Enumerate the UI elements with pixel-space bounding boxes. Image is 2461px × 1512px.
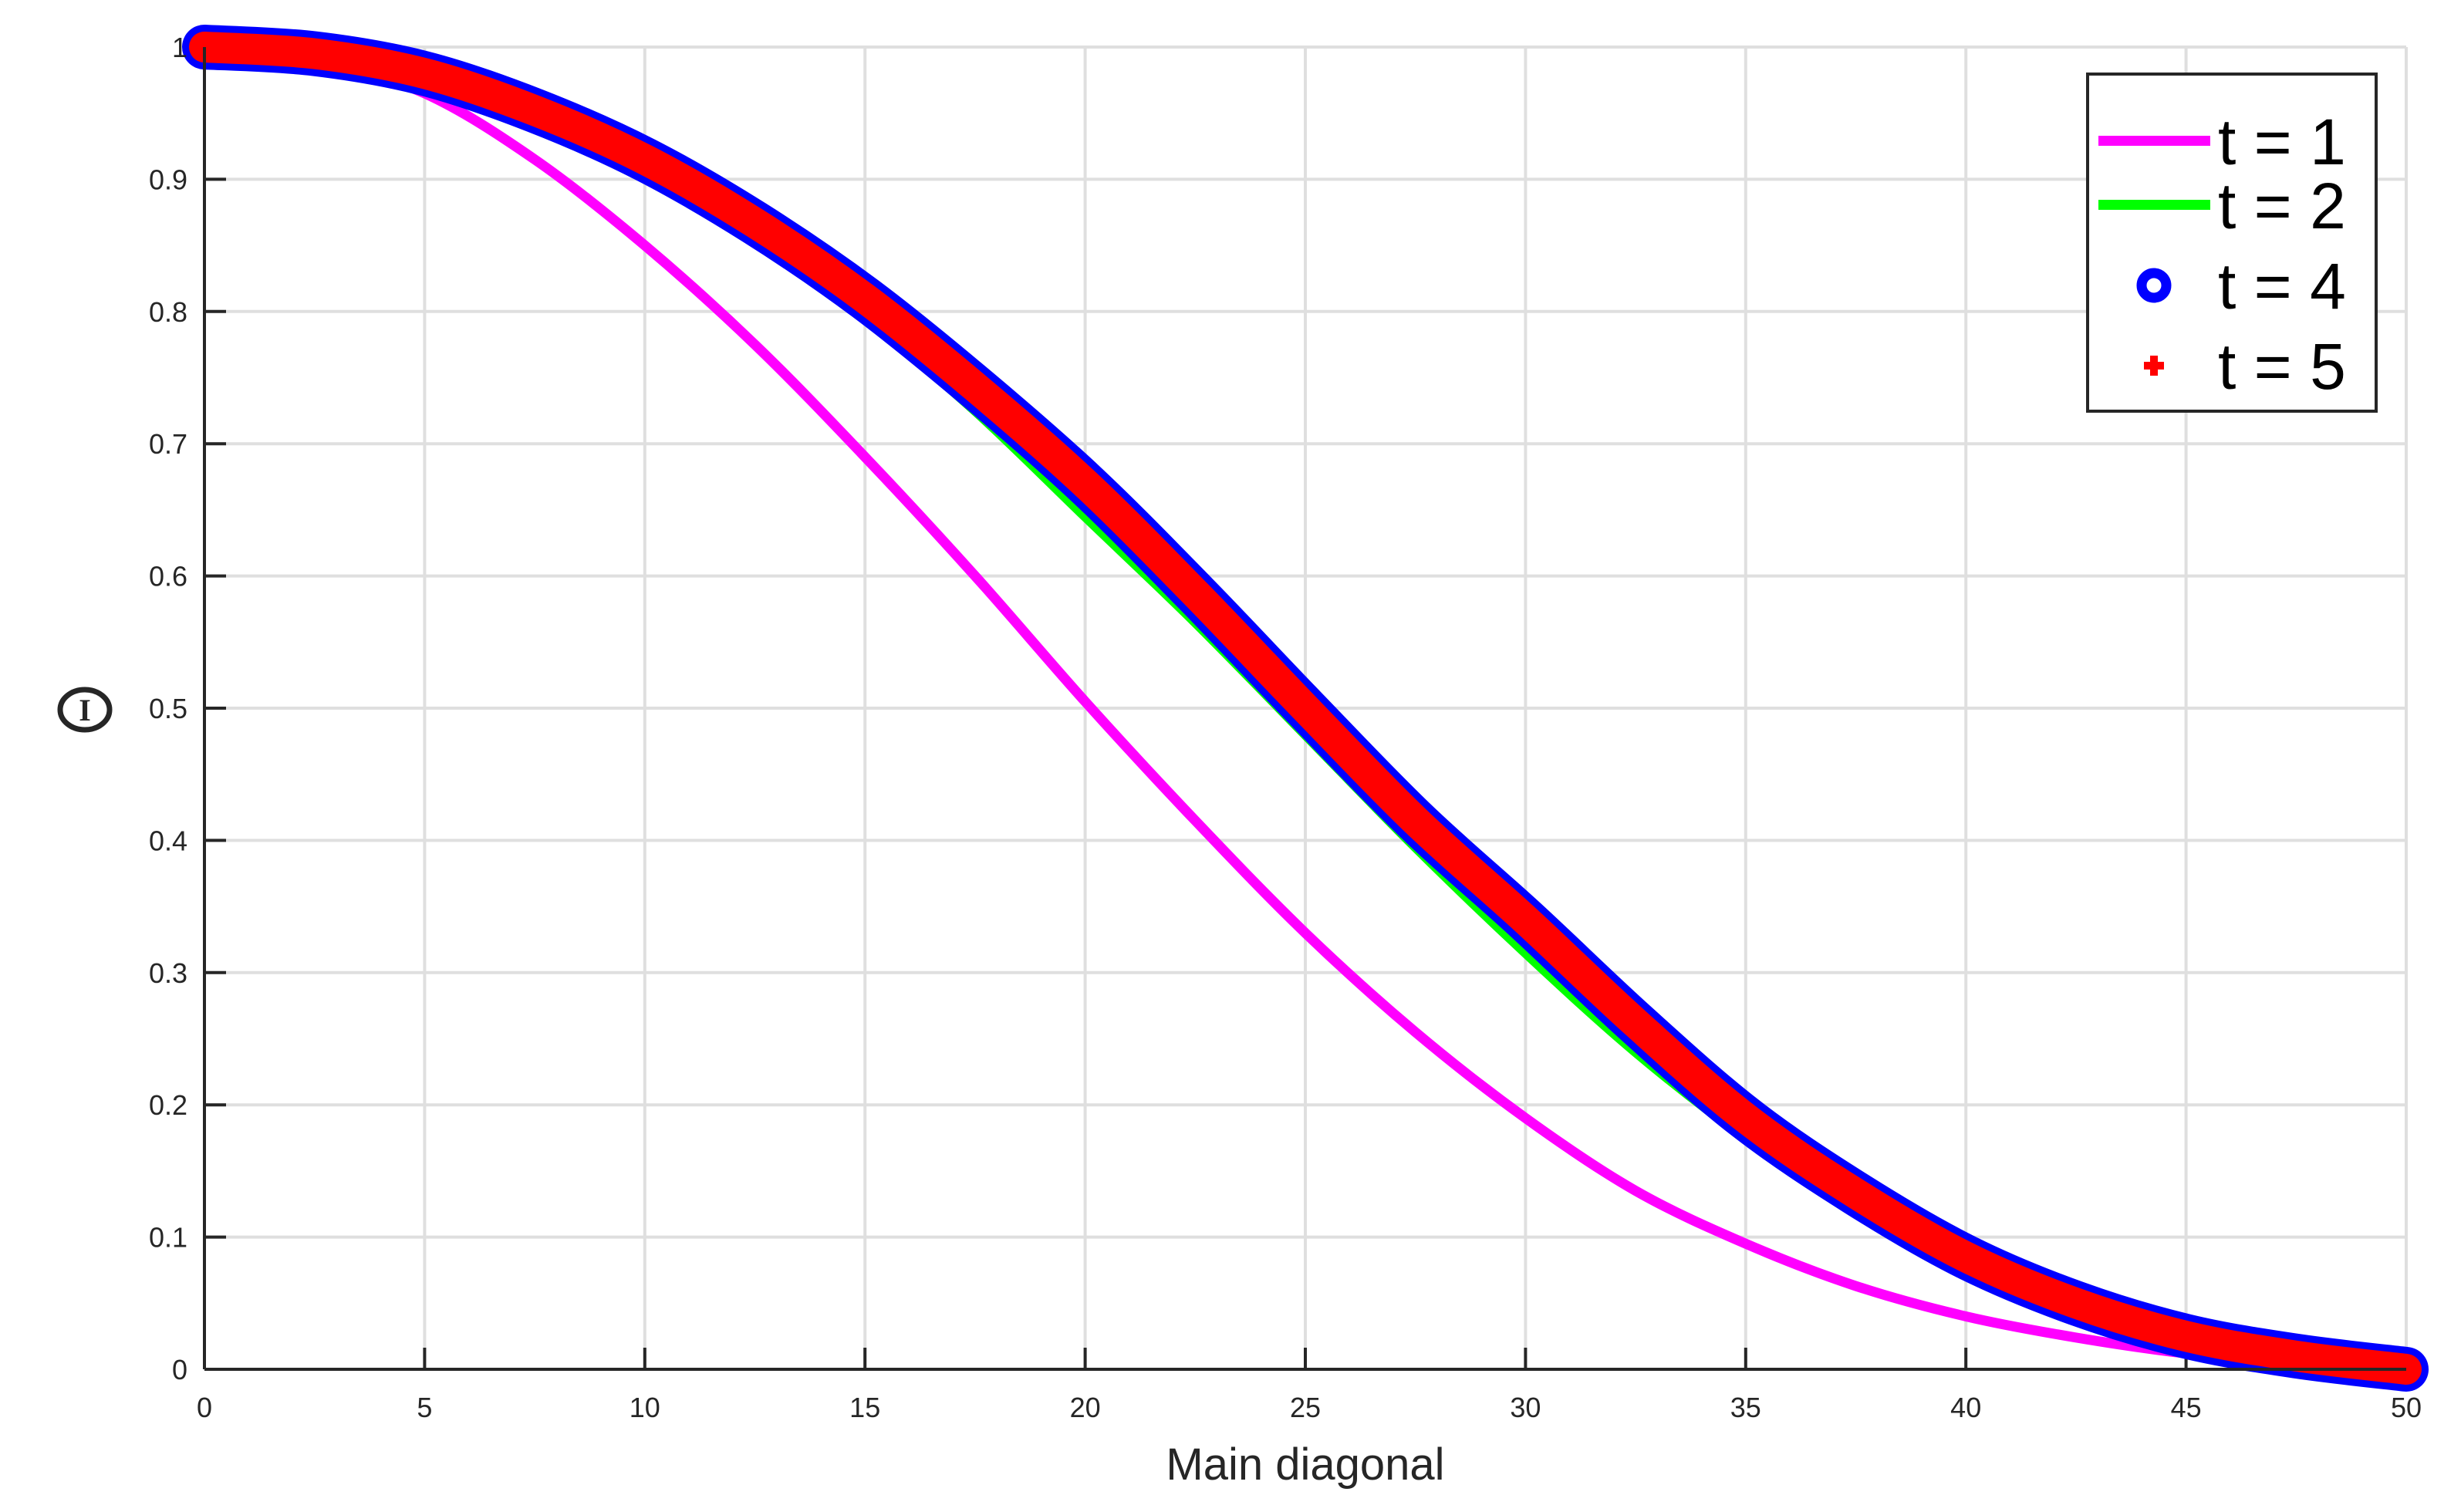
y-tick-label: 0.8	[149, 296, 187, 328]
series-t1-line	[204, 42, 2407, 1375]
x-tick-label: 20	[1070, 1392, 1101, 1423]
y-axis-title: I	[57, 687, 113, 733]
x-tick-label: 0	[197, 1392, 212, 1423]
x-tick-label: 15	[849, 1392, 880, 1423]
legend-label: t = 1	[2218, 106, 2346, 178]
x-tick-label: 35	[1730, 1392, 1761, 1423]
legend: t = 1t = 2 t = 4 t = 5	[2086, 73, 2378, 413]
x-tick-labels: 0 5 10 15 20 25 30 35 40 45 50	[197, 1392, 2422, 1423]
legend-plus-marker-icon	[2144, 356, 2164, 376]
axes	[203, 47, 2406, 1371]
legend-label: t = 4	[2218, 250, 2346, 322]
legend-line-swatch-icon	[2098, 200, 2210, 210]
y-tick-label: 0.3	[149, 957, 187, 989]
y-tick-label: 0.9	[149, 164, 187, 195]
y-tick-label: 0.7	[149, 428, 187, 460]
legend-label: t = 2	[2218, 170, 2346, 242]
theta-symbol-icon	[57, 687, 113, 733]
x-tick-label: 10	[630, 1392, 660, 1423]
y-axis-title-text: I	[79, 693, 91, 727]
y-tick-label: 1	[172, 32, 187, 63]
x-tick-label: 5	[417, 1392, 432, 1423]
y-tick-label: 0.4	[149, 825, 187, 856]
y-tick-labels: 0 0.1 0.2 0.3 0.4 0.5 0.6 0.7 0.8 0.9 1	[149, 32, 187, 1385]
legend-label: t = 5	[2218, 330, 2346, 403]
y-tick-label: 0.5	[149, 693, 187, 724]
y-tick-label: 0.2	[149, 1089, 187, 1121]
legend-item: t = 4	[2136, 250, 2346, 322]
series-t5-markers	[189, 32, 2422, 1385]
x-tick-label: 40	[1950, 1392, 1981, 1423]
x-tick-label: 50	[2391, 1392, 2422, 1423]
legend-line-swatch-icon	[2098, 136, 2210, 146]
x-tick-label: 25	[1290, 1392, 1321, 1423]
y-tick-label: 0.1	[149, 1222, 187, 1254]
data-series	[182, 25, 2429, 1392]
legend-item: t = 1	[2098, 106, 2346, 178]
x-tick-label: 30	[1510, 1392, 1541, 1423]
y-tick-label: 0.6	[149, 561, 187, 592]
legend-item: t = 2	[2098, 170, 2346, 242]
legend-item: t = 5	[2144, 330, 2346, 403]
legend-box	[2086, 73, 2378, 413]
legend-circle-marker-icon	[2136, 268, 2172, 303]
x-axis-title: Main diagonal	[1166, 1439, 1444, 1490]
x-tick-label: 45	[2171, 1392, 2202, 1423]
y-tick-label: 0	[172, 1354, 187, 1385]
